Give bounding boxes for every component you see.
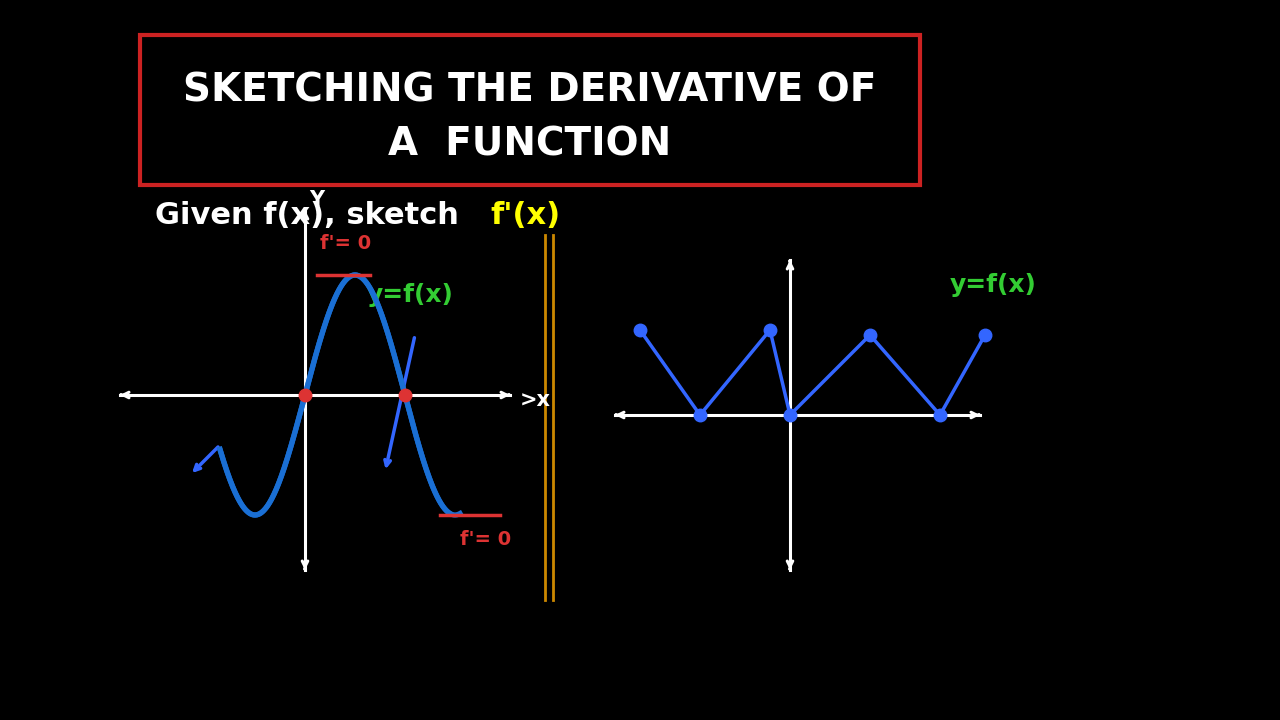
Text: y=f(x): y=f(x) xyxy=(366,283,453,307)
Text: A  FUNCTION: A FUNCTION xyxy=(388,126,672,164)
Text: Y: Y xyxy=(310,190,325,210)
Text: f'(x): f'(x) xyxy=(490,200,561,230)
Text: SKETCHING THE DERIVATIVE OF: SKETCHING THE DERIVATIVE OF xyxy=(183,71,877,109)
Text: Given f(x), sketch: Given f(x), sketch xyxy=(155,200,470,230)
Text: >x: >x xyxy=(520,390,550,410)
Text: f'= 0: f'= 0 xyxy=(460,530,511,549)
Text: y=f(x): y=f(x) xyxy=(950,273,1037,297)
Text: f'= 0: f'= 0 xyxy=(320,234,371,253)
